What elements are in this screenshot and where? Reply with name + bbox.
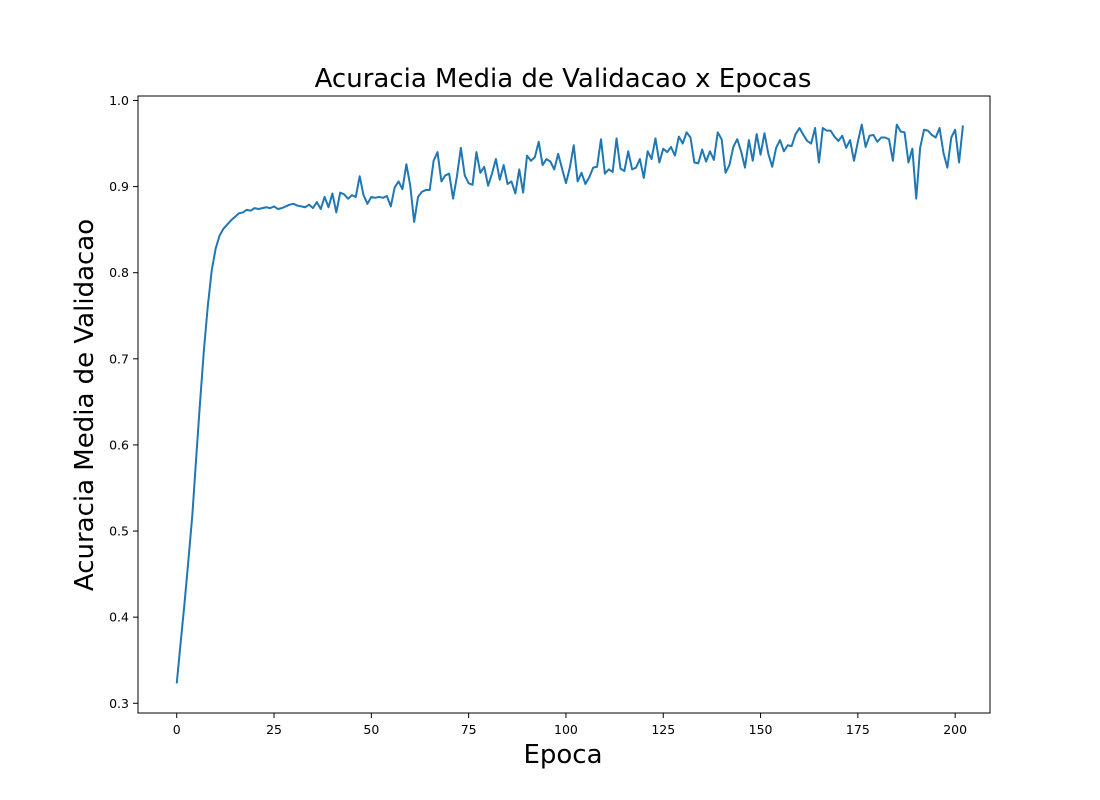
plot-area (137, 95, 991, 714)
x-tick-label: 25 (266, 722, 282, 737)
x-tick-label: 50 (363, 722, 379, 737)
x-tick-label: 175 (846, 722, 870, 737)
y-tick-label: 0.9 (109, 179, 129, 194)
y-tick-label: 0.3 (109, 696, 129, 711)
y-tick-label: 0.7 (109, 351, 129, 366)
x-tick-label: 0 (173, 722, 181, 737)
y-tick-label: 1.0 (109, 93, 129, 108)
x-tick-label: 150 (749, 722, 773, 737)
x-axis-label: Epoca (523, 740, 602, 770)
y-tick-label: 0.5 (109, 524, 129, 539)
x-tick-label: 100 (554, 722, 578, 737)
x-tick-label: 75 (461, 722, 477, 737)
y-axis-label: Acuracia Media de Validacao (70, 219, 100, 591)
y-axis: 0.3 0.4 0.5 0.6 0.7 0.8 0.9 1.0 (109, 93, 138, 711)
x-tick-label: 200 (943, 722, 967, 737)
y-tick-label: 0.8 (109, 265, 129, 280)
x-tick-label: 125 (651, 722, 675, 737)
series-line-0 (175, 123, 964, 684)
chart-title: Acuracia Media de Validacao x Epocas (315, 64, 812, 94)
y-tick-label: 0.6 (109, 437, 129, 452)
plot-frame (137, 95, 991, 714)
x-axis: 0 25 50 75 100 125 150 175 200 (173, 713, 967, 737)
y-tick-label: 0.4 (109, 610, 129, 625)
